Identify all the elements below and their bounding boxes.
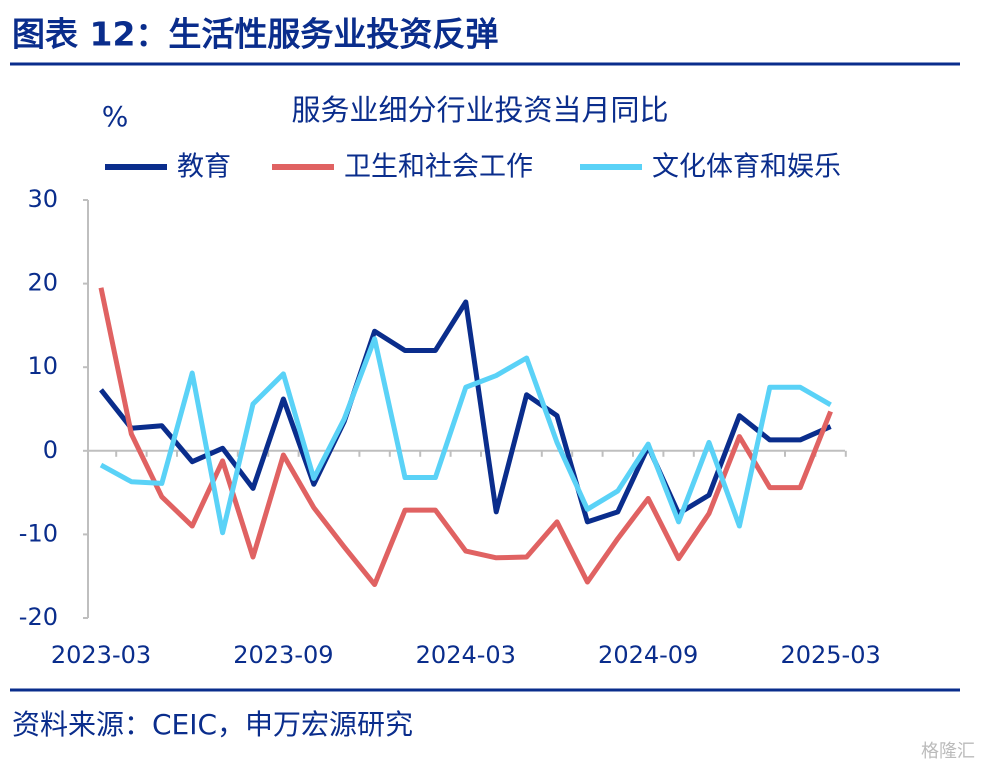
y-tick-label: 20: [27, 269, 58, 297]
y-tick-label: 10: [27, 352, 58, 380]
legend-label: 教育: [177, 152, 231, 183]
y-tick-label: -20: [19, 603, 58, 631]
chart-title: 服务业细分行业投资当月同比: [291, 93, 668, 127]
legend-label: 文化体育和娱乐: [652, 152, 841, 183]
watermark: 格隆汇: [921, 741, 975, 762]
source: 资料来源：CEIC，申万宏源研究: [12, 708, 413, 741]
x-tick-label: 2023-03: [51, 641, 151, 669]
y-label: %: [102, 100, 129, 133]
y-tick-label: -10: [19, 519, 58, 547]
y-tick-label: 30: [27, 185, 58, 213]
legend-label: 卫生和社会工作: [344, 152, 533, 183]
series-line: [99, 336, 832, 536]
series-line: [98, 287, 833, 588]
x-tick-label: 2024-09: [598, 641, 698, 669]
x-tick-label: 2024-03: [416, 641, 516, 669]
figure-title: 图表 12：生活性服务业投资反弹: [12, 15, 498, 54]
x-tick-label: 2025-03: [780, 641, 880, 669]
series-line: [99, 299, 832, 525]
x-tick-label: 2023-09: [233, 641, 333, 669]
y-tick-label: 0: [43, 436, 58, 464]
legend: 教育 卫生和社会工作 文化体育和娱乐: [105, 152, 841, 183]
